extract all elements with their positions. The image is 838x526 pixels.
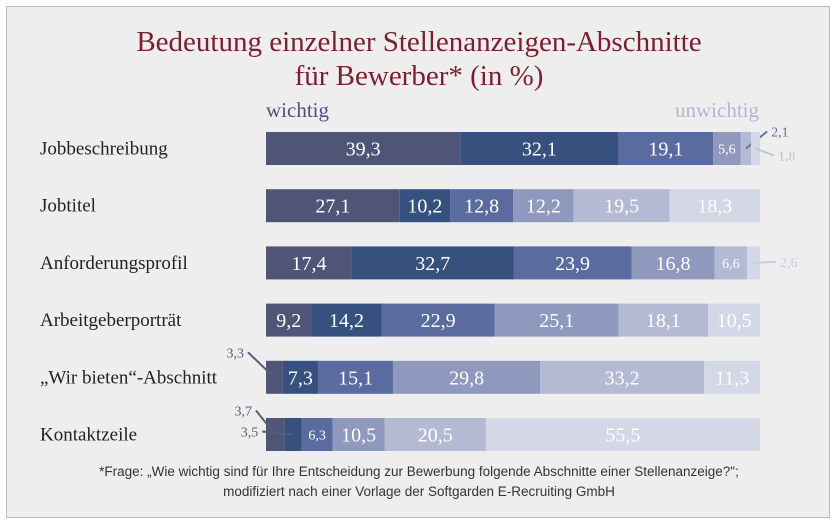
data-label: 17,4	[291, 253, 326, 275]
data-label: 32,1	[522, 139, 557, 161]
bar-segment	[669, 189, 760, 223]
legend-wichtig: wichtig	[266, 98, 329, 122]
data-label: 2,1	[771, 126, 789, 141]
data-label-leader	[255, 409, 276, 436]
data-label: 20,5	[418, 425, 453, 447]
data-label: 39,3	[346, 139, 381, 161]
bar-segment	[540, 360, 705, 394]
bar-segment	[751, 132, 760, 165]
category-label: „Wir bieten“-Abschnitt	[40, 367, 218, 388]
bar-segment	[399, 189, 451, 223]
data-label: 27,1	[315, 196, 350, 218]
data-label: 10,5	[717, 310, 752, 332]
data-label: 18,3	[697, 196, 732, 218]
bar-segment	[311, 303, 382, 337]
bar-segment	[713, 132, 741, 165]
data-label: 10,2	[407, 196, 442, 218]
data-label: 3,3	[227, 346, 245, 361]
data-label: 6,6	[722, 257, 740, 272]
bar-segment	[708, 303, 760, 337]
bar-segment	[266, 189, 400, 223]
bar-segment	[381, 303, 495, 337]
bar-segment	[384, 418, 486, 451]
bar-segment	[704, 360, 760, 394]
data-label: 12,8	[464, 196, 499, 218]
legend-unwichtig: unwichtig	[675, 98, 759, 122]
data-label: 18,1	[646, 310, 681, 332]
category-label: Arbeitgeberporträt	[40, 310, 182, 331]
data-label: 5,6	[718, 143, 736, 158]
bar-segment	[485, 418, 760, 451]
data-label: 23,9	[555, 253, 590, 275]
category-label: Anforderungsprofil	[40, 253, 188, 274]
bar-segment	[460, 132, 619, 165]
bar-segment	[450, 189, 514, 223]
data-label: 25,1	[539, 310, 574, 332]
data-label: 22,9	[421, 310, 456, 332]
data-label: 19,5	[604, 196, 639, 218]
bar-segment	[618, 303, 709, 337]
bar-segment	[513, 246, 632, 280]
data-label-leader	[753, 260, 777, 264]
data-label: 33,2	[605, 367, 640, 389]
data-label: 1,8	[778, 150, 796, 165]
data-label: 19,1	[648, 139, 683, 161]
bar-segment	[266, 132, 461, 165]
data-label: 32,7	[415, 253, 450, 275]
chart-title-line1: Bedeutung einzelner Stellenanzeigen-Absc…	[136, 26, 702, 58]
bar-segment	[631, 246, 715, 280]
data-label: 12,2	[526, 196, 561, 218]
bar-segment	[332, 418, 385, 451]
category-label: Kontaktzeile	[40, 425, 137, 446]
data-label: 6,3	[308, 429, 326, 444]
bar-segment	[351, 246, 514, 280]
bar-segment	[618, 132, 714, 165]
data-label: 3,5	[241, 426, 259, 441]
category-label: Jobbeschreibung	[40, 139, 168, 160]
data-label: 2,6	[780, 256, 798, 271]
bar-segment	[513, 189, 574, 223]
data-label: 11,3	[715, 367, 749, 389]
bar-segment	[318, 360, 393, 394]
bar-segment	[301, 418, 333, 451]
bar-segment	[714, 246, 748, 280]
bar-segment	[266, 246, 352, 280]
category-label: Jobtitel	[40, 196, 96, 217]
data-label: 15,1	[338, 367, 373, 389]
chart-title-line2: für Bewerber* (in %)	[294, 60, 544, 92]
data-label: 7,3	[288, 367, 313, 389]
bar-segment	[573, 189, 670, 223]
bar-segment	[284, 418, 302, 451]
data-label-leader	[247, 351, 275, 379]
bar-segment	[392, 360, 541, 394]
data-label: 10,5	[341, 425, 376, 447]
footnote-source: modifiziert nach einer Vorlage der Softg…	[223, 484, 615, 499]
bar-segment	[282, 360, 319, 394]
data-label: 55,5	[605, 425, 640, 447]
data-label: 16,8	[656, 253, 691, 275]
bar-segment	[494, 303, 619, 337]
bar-segment	[266, 303, 312, 337]
data-label-leader	[755, 147, 775, 157]
data-label-leader	[262, 430, 294, 436]
footnote-question: *Frage: „Wie wichtig sind für Ihre Entsc…	[99, 464, 739, 479]
data-label: 14,2	[329, 310, 364, 332]
data-label: 9,2	[276, 310, 301, 332]
data-label: 3,7	[235, 405, 253, 420]
data-label: 29,8	[449, 367, 484, 389]
